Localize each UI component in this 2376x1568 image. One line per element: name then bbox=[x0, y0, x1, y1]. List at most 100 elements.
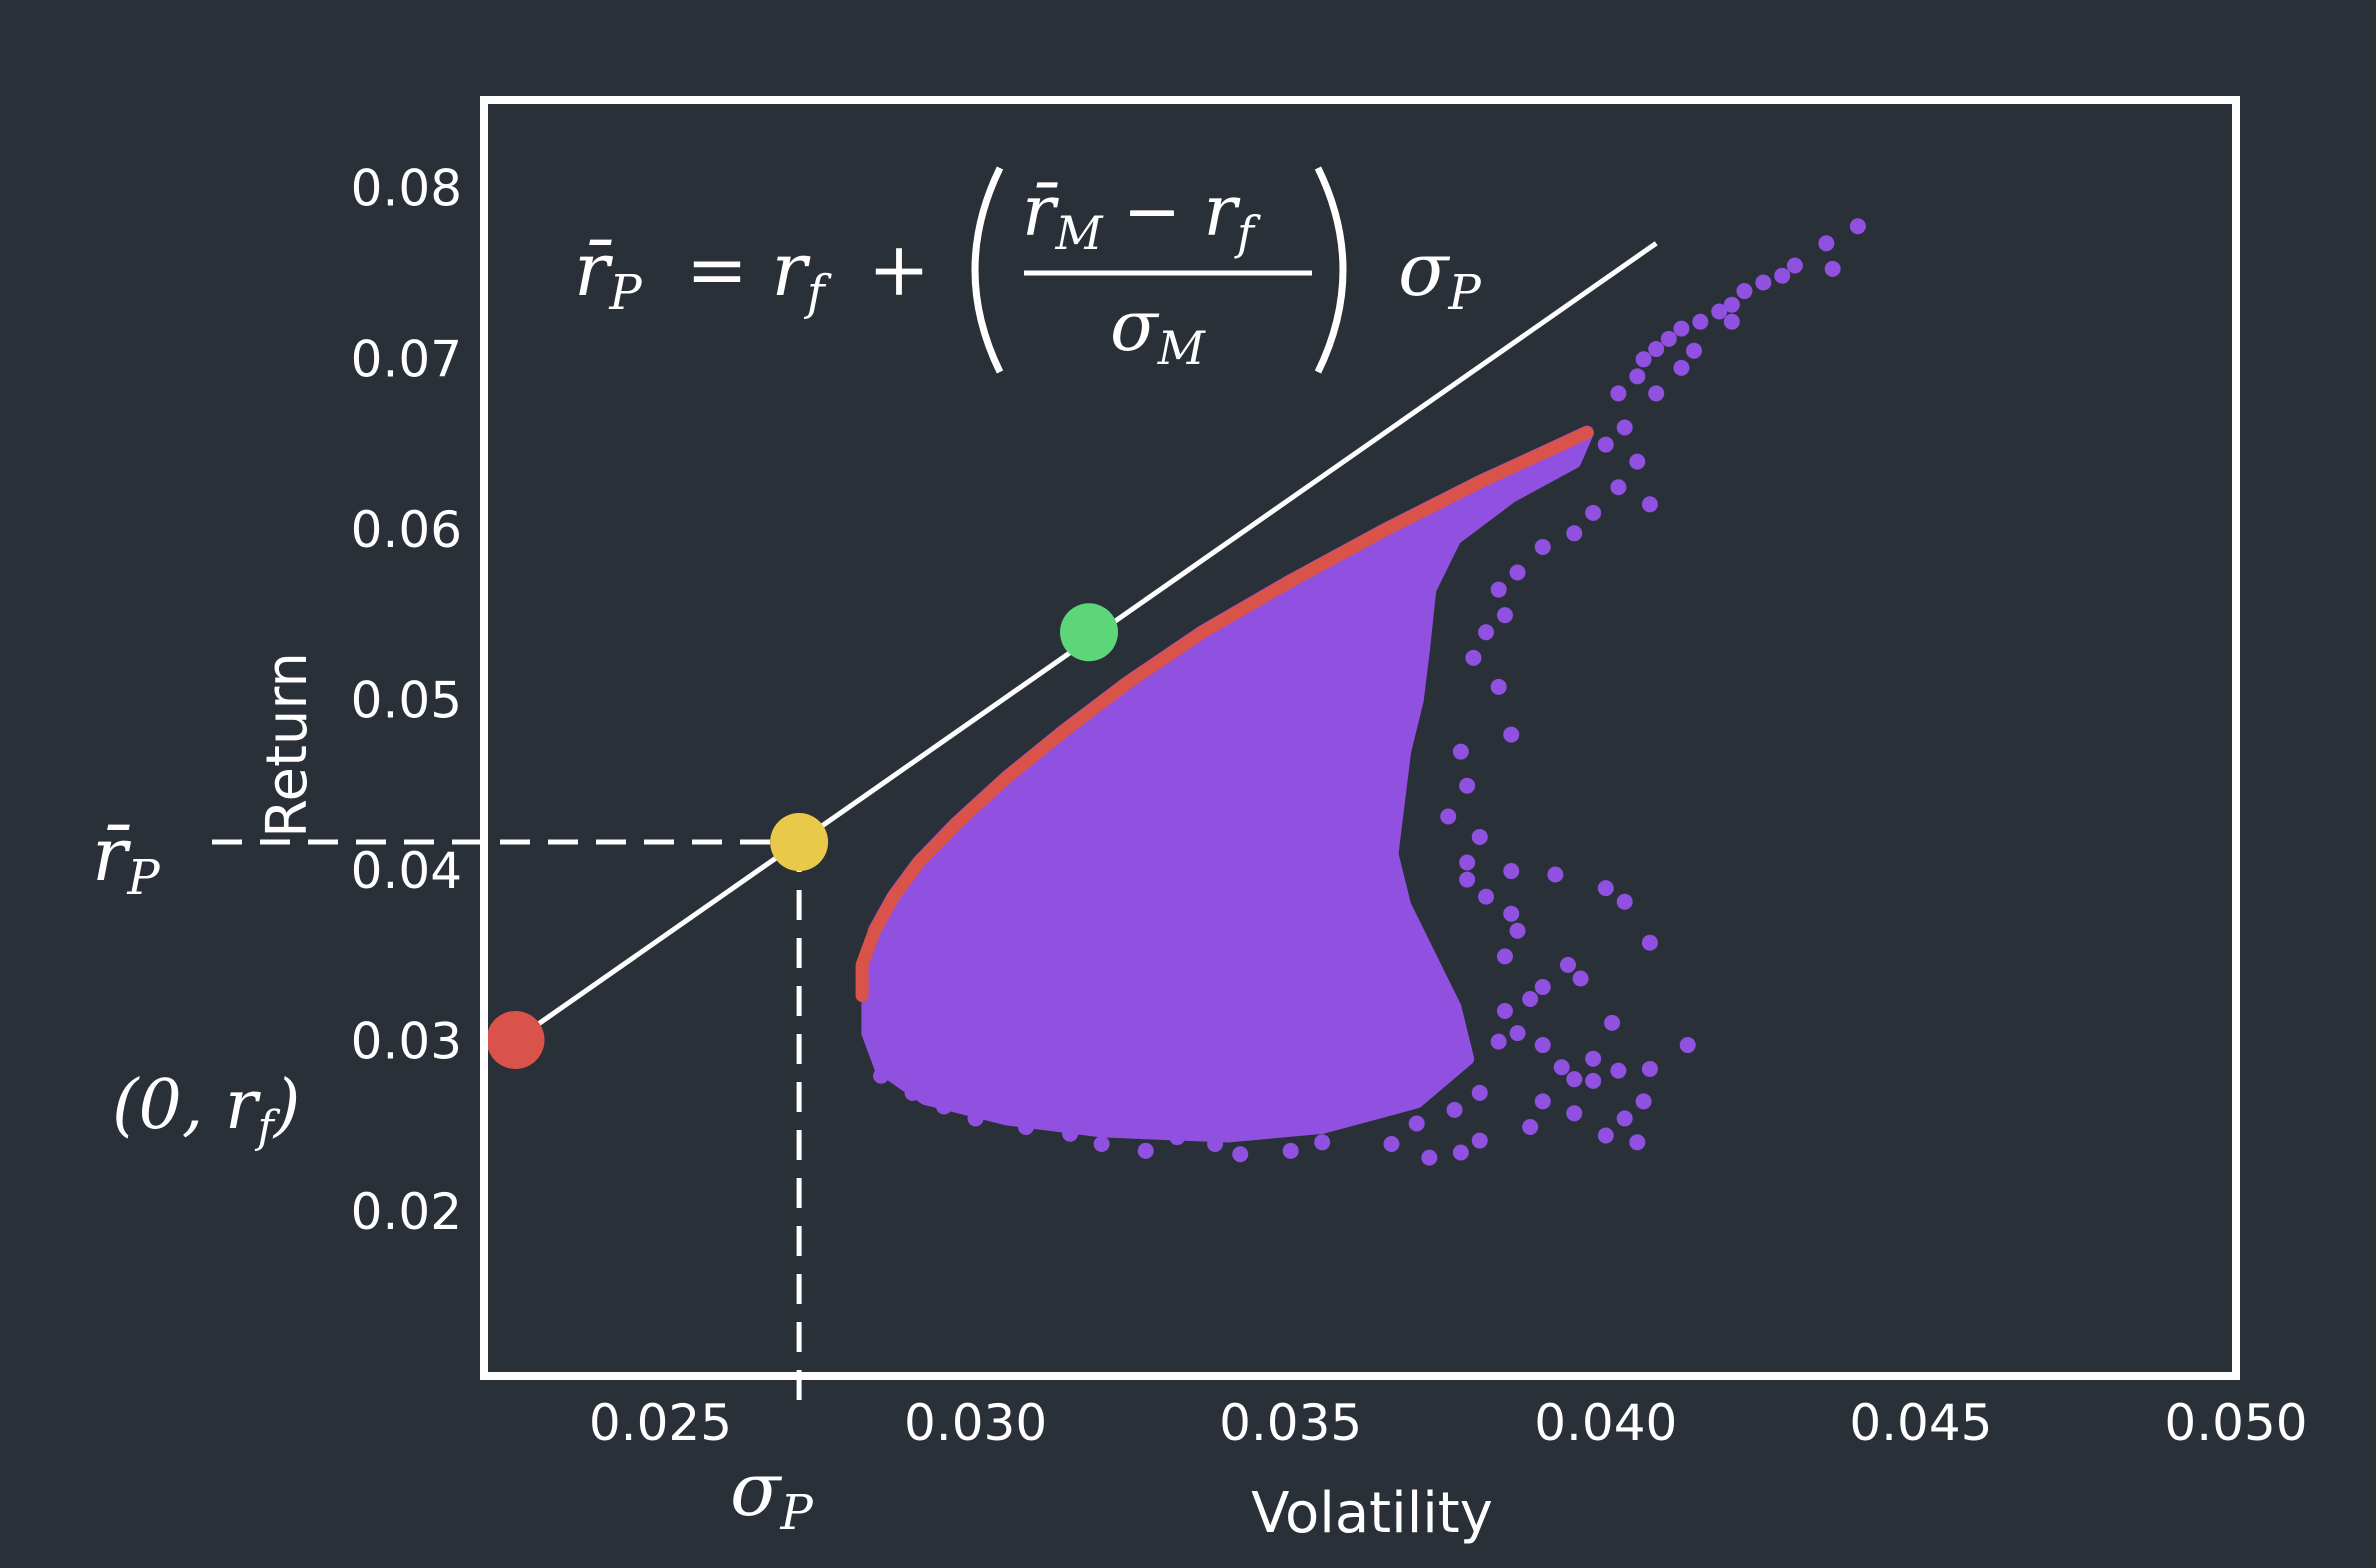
portfolio-point bbox=[1446, 1101, 1463, 1118]
portfolio-point bbox=[1774, 267, 1791, 284]
y-tick-labels: 0.02 0.03 0.04 0.05 0.06 0.07 0.08 bbox=[351, 160, 462, 1242]
portfolio-point bbox=[1786, 257, 1803, 274]
portfolio-point bbox=[1566, 1105, 1583, 1122]
portfolio-point bbox=[1610, 1062, 1627, 1079]
y-tick-label: 0.04 bbox=[351, 842, 462, 900]
portfolio-cloud-body bbox=[861, 425, 1594, 1143]
portfolio-point bbox=[1282, 1142, 1299, 1159]
portfolio-point bbox=[1509, 922, 1526, 939]
x-tick-label: 0.045 bbox=[1849, 1394, 1992, 1452]
x-tick-label: 0.050 bbox=[2164, 1394, 2307, 1452]
portfolio-point bbox=[1723, 313, 1740, 330]
portfolio-point bbox=[1597, 436, 1614, 453]
y-tick-label: 0.05 bbox=[351, 671, 462, 729]
portfolio-point bbox=[1093, 1136, 1110, 1152]
portfolio-cloud bbox=[861, 218, 1866, 1166]
portfolio-point bbox=[1692, 313, 1709, 330]
portfolio-point bbox=[1452, 1144, 1469, 1161]
portfolio-point bbox=[1471, 1084, 1488, 1101]
portfolio-point bbox=[1490, 678, 1507, 695]
portfolio-point bbox=[873, 1067, 890, 1084]
portfolio-point bbox=[1755, 274, 1772, 291]
portfolio-point bbox=[1559, 956, 1576, 973]
portfolio-point bbox=[1062, 1125, 1079, 1142]
formula-rf: = rf bbox=[686, 227, 832, 321]
portfolio-point bbox=[1232, 1146, 1249, 1163]
portfolio-point bbox=[1629, 1134, 1646, 1151]
y-tick-label: 0.08 bbox=[351, 160, 462, 218]
portfolio-point bbox=[1383, 1136, 1400, 1152]
portfolio-point bbox=[1566, 1071, 1583, 1088]
portfolio-point bbox=[936, 1098, 953, 1115]
portfolio-point bbox=[1522, 1118, 1539, 1135]
formula-sigma-p: σP bbox=[1398, 227, 1482, 321]
portfolio-point bbox=[1616, 419, 1633, 436]
rf-point-label: (0, rf) bbox=[112, 1066, 300, 1153]
portfolio-point bbox=[1421, 1149, 1438, 1166]
portfolio-point bbox=[1459, 854, 1476, 871]
portfolio-point bbox=[1440, 808, 1457, 825]
portfolio-point bbox=[1534, 1037, 1551, 1054]
portfolio-point bbox=[1496, 1002, 1513, 1019]
x-tick-label: 0.030 bbox=[904, 1394, 1047, 1452]
portfolio-point bbox=[1585, 504, 1602, 521]
portfolio-point bbox=[1547, 866, 1564, 883]
portfolio-point bbox=[1465, 649, 1482, 666]
x-tick-label: 0.035 bbox=[1219, 1394, 1362, 1452]
formula-right-paren bbox=[1314, 166, 1347, 374]
portfolio-point bbox=[1641, 934, 1658, 951]
formula-left-paren bbox=[971, 166, 1004, 374]
portfolio-point bbox=[1641, 496, 1658, 513]
formula-denominator: σM bbox=[1110, 285, 1207, 375]
y-tick-label: 0.07 bbox=[351, 330, 462, 388]
y-axis-label: Return bbox=[255, 652, 320, 838]
portfolio-marker bbox=[770, 813, 829, 872]
portfolio-point bbox=[1635, 351, 1652, 368]
portfolio-point bbox=[1017, 1118, 1034, 1135]
formula-numerator: r̄M − rf bbox=[1022, 170, 1261, 260]
guide-lines bbox=[212, 839, 802, 1400]
portfolio-point bbox=[1604, 1014, 1621, 1031]
portfolio-point bbox=[1553, 1059, 1570, 1076]
formula-lhs: r̄P bbox=[574, 227, 642, 321]
x-tick-label: 0.025 bbox=[589, 1394, 732, 1452]
portfolio-point bbox=[1616, 893, 1633, 910]
portfolio-point bbox=[1503, 863, 1520, 880]
sigma-p-label: σP bbox=[730, 1447, 814, 1541]
portfolio-point bbox=[1169, 1129, 1186, 1146]
portfolio-point bbox=[1648, 385, 1665, 402]
portfolio-point bbox=[1534, 979, 1551, 996]
portfolio-point bbox=[904, 1084, 921, 1101]
markers bbox=[486, 603, 1119, 1069]
cml-formula: r̄P = rf + r̄M − rf σM σP bbox=[574, 166, 1482, 375]
portfolio-point bbox=[1610, 479, 1627, 496]
portfolio-point bbox=[1686, 342, 1703, 359]
portfolio-point bbox=[967, 1110, 984, 1127]
portfolio-point bbox=[1660, 330, 1677, 347]
portfolio-point bbox=[1648, 341, 1665, 358]
portfolio-point bbox=[1585, 1072, 1602, 1089]
portfolio-point bbox=[1459, 871, 1476, 888]
portfolio-point bbox=[1478, 888, 1495, 905]
market-marker bbox=[1060, 603, 1119, 662]
portfolio-point bbox=[1679, 1037, 1696, 1054]
portfolio-point bbox=[1471, 828, 1488, 845]
portfolio-point bbox=[1824, 260, 1841, 277]
portfolio-point bbox=[1585, 1050, 1602, 1067]
efficient-frontier-curve bbox=[855, 426, 1594, 1003]
portfolio-point bbox=[1818, 235, 1835, 252]
portfolio-point bbox=[1522, 991, 1539, 1007]
y-tick-label: 0.02 bbox=[351, 1183, 462, 1241]
x-tick-label: 0.040 bbox=[1534, 1394, 1677, 1452]
portfolio-point bbox=[1673, 359, 1690, 376]
portfolio-point bbox=[1408, 1115, 1425, 1132]
portfolio-point bbox=[1137, 1142, 1154, 1159]
portfolio-point bbox=[1849, 218, 1866, 235]
portfolio-point bbox=[1459, 777, 1476, 794]
portfolio-point bbox=[1572, 970, 1589, 987]
portfolio-point bbox=[1711, 303, 1728, 320]
risk-free-marker bbox=[486, 1010, 545, 1069]
portfolio-point bbox=[1503, 726, 1520, 743]
portfolio-point bbox=[1490, 1033, 1507, 1050]
